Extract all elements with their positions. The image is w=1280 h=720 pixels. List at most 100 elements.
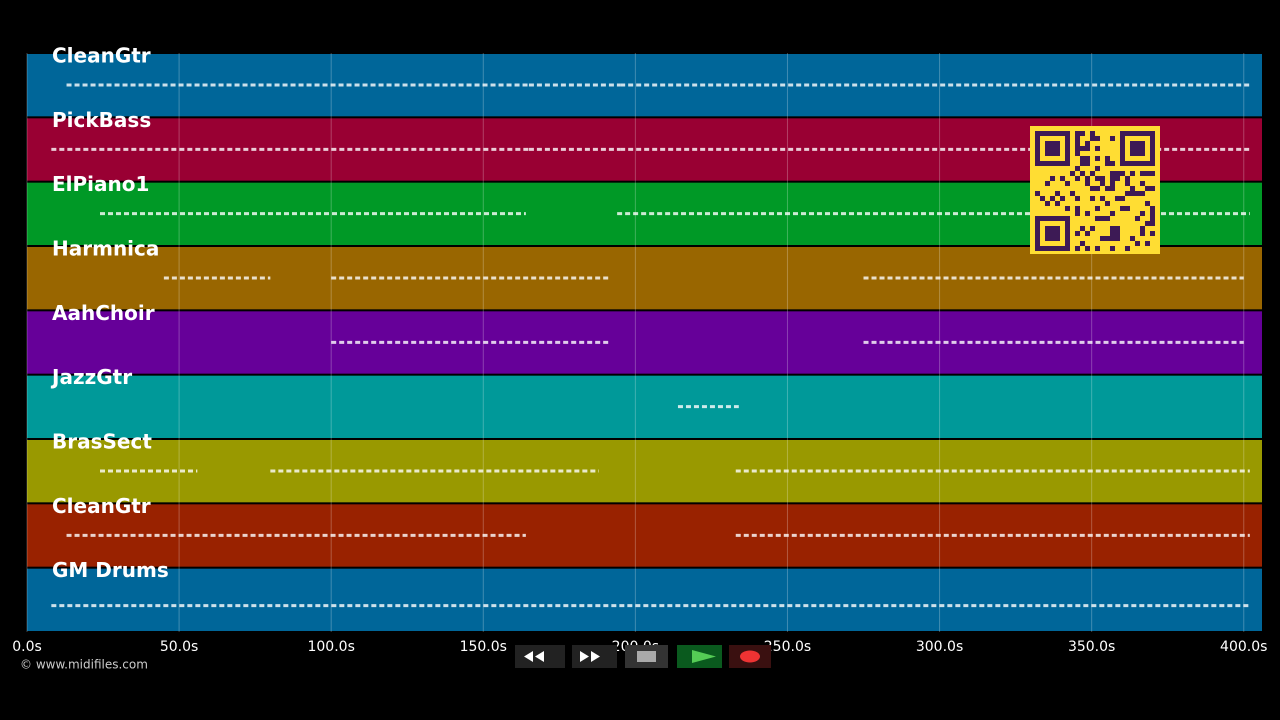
qr-module	[1110, 211, 1115, 216]
qr-module	[1080, 156, 1085, 161]
qr-module	[1150, 231, 1155, 236]
qr-module	[1105, 236, 1110, 241]
qr-module	[1085, 176, 1090, 181]
qr-module	[1105, 186, 1110, 191]
qr-module	[1090, 136, 1095, 141]
qr-module	[1140, 231, 1145, 236]
qr-module	[1050, 196, 1055, 201]
copyright: © www.midifiles.com	[20, 658, 148, 672]
qr-module	[1110, 226, 1115, 231]
qr-module	[1050, 176, 1055, 181]
qr-module	[1145, 186, 1150, 191]
qr-module	[1095, 156, 1100, 161]
track-row	[27, 311, 1262, 374]
qr-module	[1095, 166, 1100, 171]
qr-module	[1075, 141, 1080, 146]
qr-finder-core	[1045, 226, 1060, 241]
forward-icon	[580, 651, 600, 662]
qr-module	[1085, 231, 1090, 236]
qr-module	[1080, 241, 1085, 246]
qr-module	[1095, 216, 1100, 221]
qr-module	[1110, 231, 1115, 236]
qr-module	[1150, 186, 1155, 191]
x-tick-label: 300.0s	[916, 639, 963, 655]
qr-module	[1075, 206, 1080, 211]
qr-module	[1075, 246, 1080, 251]
track-name: PickBass	[52, 108, 151, 132]
qr-module	[1080, 131, 1085, 136]
qr-module	[1075, 131, 1080, 136]
qr-module	[1060, 196, 1065, 201]
qr-module	[1075, 176, 1080, 181]
track-name: CleanGtr	[52, 494, 151, 518]
play-icon	[692, 650, 716, 663]
track-row	[27, 568, 1262, 631]
qr-module	[1060, 176, 1065, 181]
track-name: JazzGtr	[50, 365, 132, 389]
x-tick-label: 250.0s	[764, 639, 811, 655]
qr-module	[1150, 211, 1155, 216]
track-name: AahChoir	[52, 301, 155, 325]
qr-module	[1135, 241, 1140, 246]
qr-module	[1085, 161, 1090, 166]
qr-module	[1110, 171, 1115, 176]
qr-module	[1145, 171, 1150, 176]
qr-module	[1120, 196, 1125, 201]
qr-module	[1085, 156, 1090, 161]
qr-module	[1075, 196, 1080, 201]
x-tick-label: 0.0s	[12, 639, 42, 655]
qr-module	[1085, 246, 1090, 251]
qr-module	[1070, 191, 1075, 196]
controls	[515, 645, 771, 668]
qr-module	[1045, 181, 1050, 186]
x-tick-label: 50.0s	[160, 639, 198, 655]
qr-module	[1120, 171, 1125, 176]
qr-module	[1095, 246, 1100, 251]
qr-module	[1140, 181, 1145, 186]
record-icon	[740, 650, 760, 663]
qr-module	[1125, 191, 1130, 196]
track-name: Harmnica	[52, 237, 159, 261]
qr-module	[1110, 176, 1115, 181]
qr-module	[1065, 206, 1070, 211]
qr-module	[1125, 176, 1130, 181]
qr-module	[1150, 171, 1155, 176]
qr-module	[1110, 236, 1115, 241]
qr-module	[1125, 181, 1130, 186]
qr-module	[1100, 176, 1105, 181]
qr-module	[1145, 201, 1150, 206]
qr-module	[1085, 141, 1090, 146]
track-name: ElPiano1	[52, 172, 149, 196]
qr-module	[1075, 166, 1080, 171]
qr-module	[1105, 161, 1110, 166]
qr-module	[1110, 186, 1115, 191]
qr-finder-core	[1130, 141, 1145, 156]
qr-module	[1145, 241, 1150, 246]
qr-module	[1105, 201, 1110, 206]
qr-module	[1080, 146, 1085, 151]
qr-module	[1070, 171, 1075, 176]
qr-module	[1115, 231, 1120, 236]
track-name: CleanGtr	[52, 44, 151, 68]
qr-module	[1115, 226, 1120, 231]
qr-module	[1095, 176, 1100, 181]
qr-module	[1140, 211, 1145, 216]
qr-module	[1080, 226, 1085, 231]
qr-module	[1110, 161, 1115, 166]
qr-module	[1090, 226, 1095, 231]
qr-module	[1055, 201, 1060, 206]
track-name: GM Drums	[52, 558, 169, 582]
qr-module	[1130, 191, 1135, 196]
qr-module	[1140, 191, 1145, 196]
qr-module	[1100, 216, 1105, 221]
qr-module	[1135, 216, 1140, 221]
qr-module	[1150, 216, 1155, 221]
qr-module	[1125, 206, 1130, 211]
qr-module	[1080, 171, 1085, 176]
qr-module	[1120, 206, 1125, 211]
qr-module	[1105, 216, 1110, 221]
qr-module	[1115, 176, 1120, 181]
qr-module	[1110, 181, 1115, 186]
